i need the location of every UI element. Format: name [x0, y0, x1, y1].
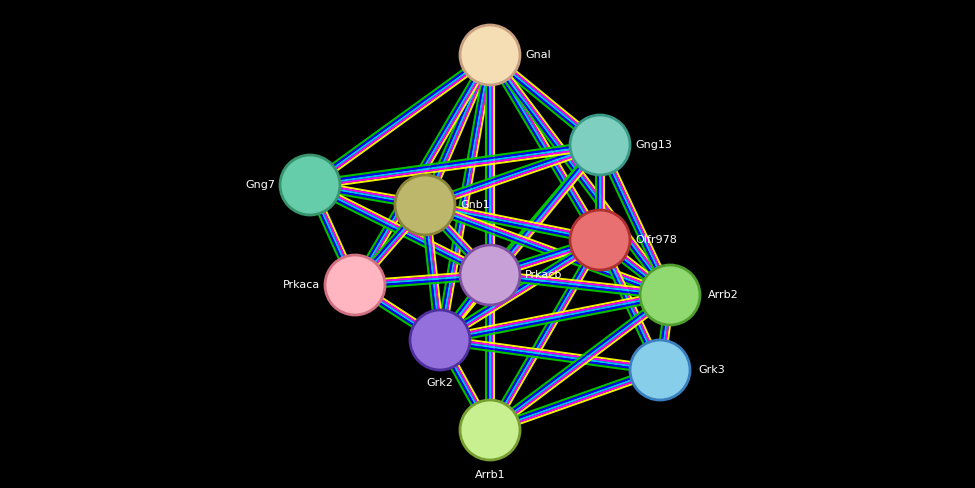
Circle shape: [460, 25, 520, 85]
Circle shape: [640, 265, 700, 325]
Circle shape: [630, 340, 690, 400]
Circle shape: [570, 115, 630, 175]
Circle shape: [410, 310, 470, 370]
Text: Prkacb: Prkacb: [525, 270, 563, 280]
Text: Prkaca: Prkaca: [283, 280, 320, 290]
Text: Gng13: Gng13: [635, 140, 672, 150]
Text: Gng7: Gng7: [245, 180, 275, 190]
Text: Gnb1: Gnb1: [460, 200, 489, 210]
Text: Grk2: Grk2: [427, 378, 453, 388]
Text: Olfr978: Olfr978: [635, 235, 677, 245]
Circle shape: [460, 400, 520, 460]
Circle shape: [325, 255, 385, 315]
Text: Arrb1: Arrb1: [475, 470, 505, 480]
Text: Arrb2: Arrb2: [708, 290, 739, 300]
Circle shape: [395, 175, 455, 235]
Circle shape: [570, 210, 630, 270]
Text: Grk3: Grk3: [698, 365, 724, 375]
Circle shape: [280, 155, 340, 215]
Text: Gnal: Gnal: [525, 50, 551, 60]
Circle shape: [460, 245, 520, 305]
